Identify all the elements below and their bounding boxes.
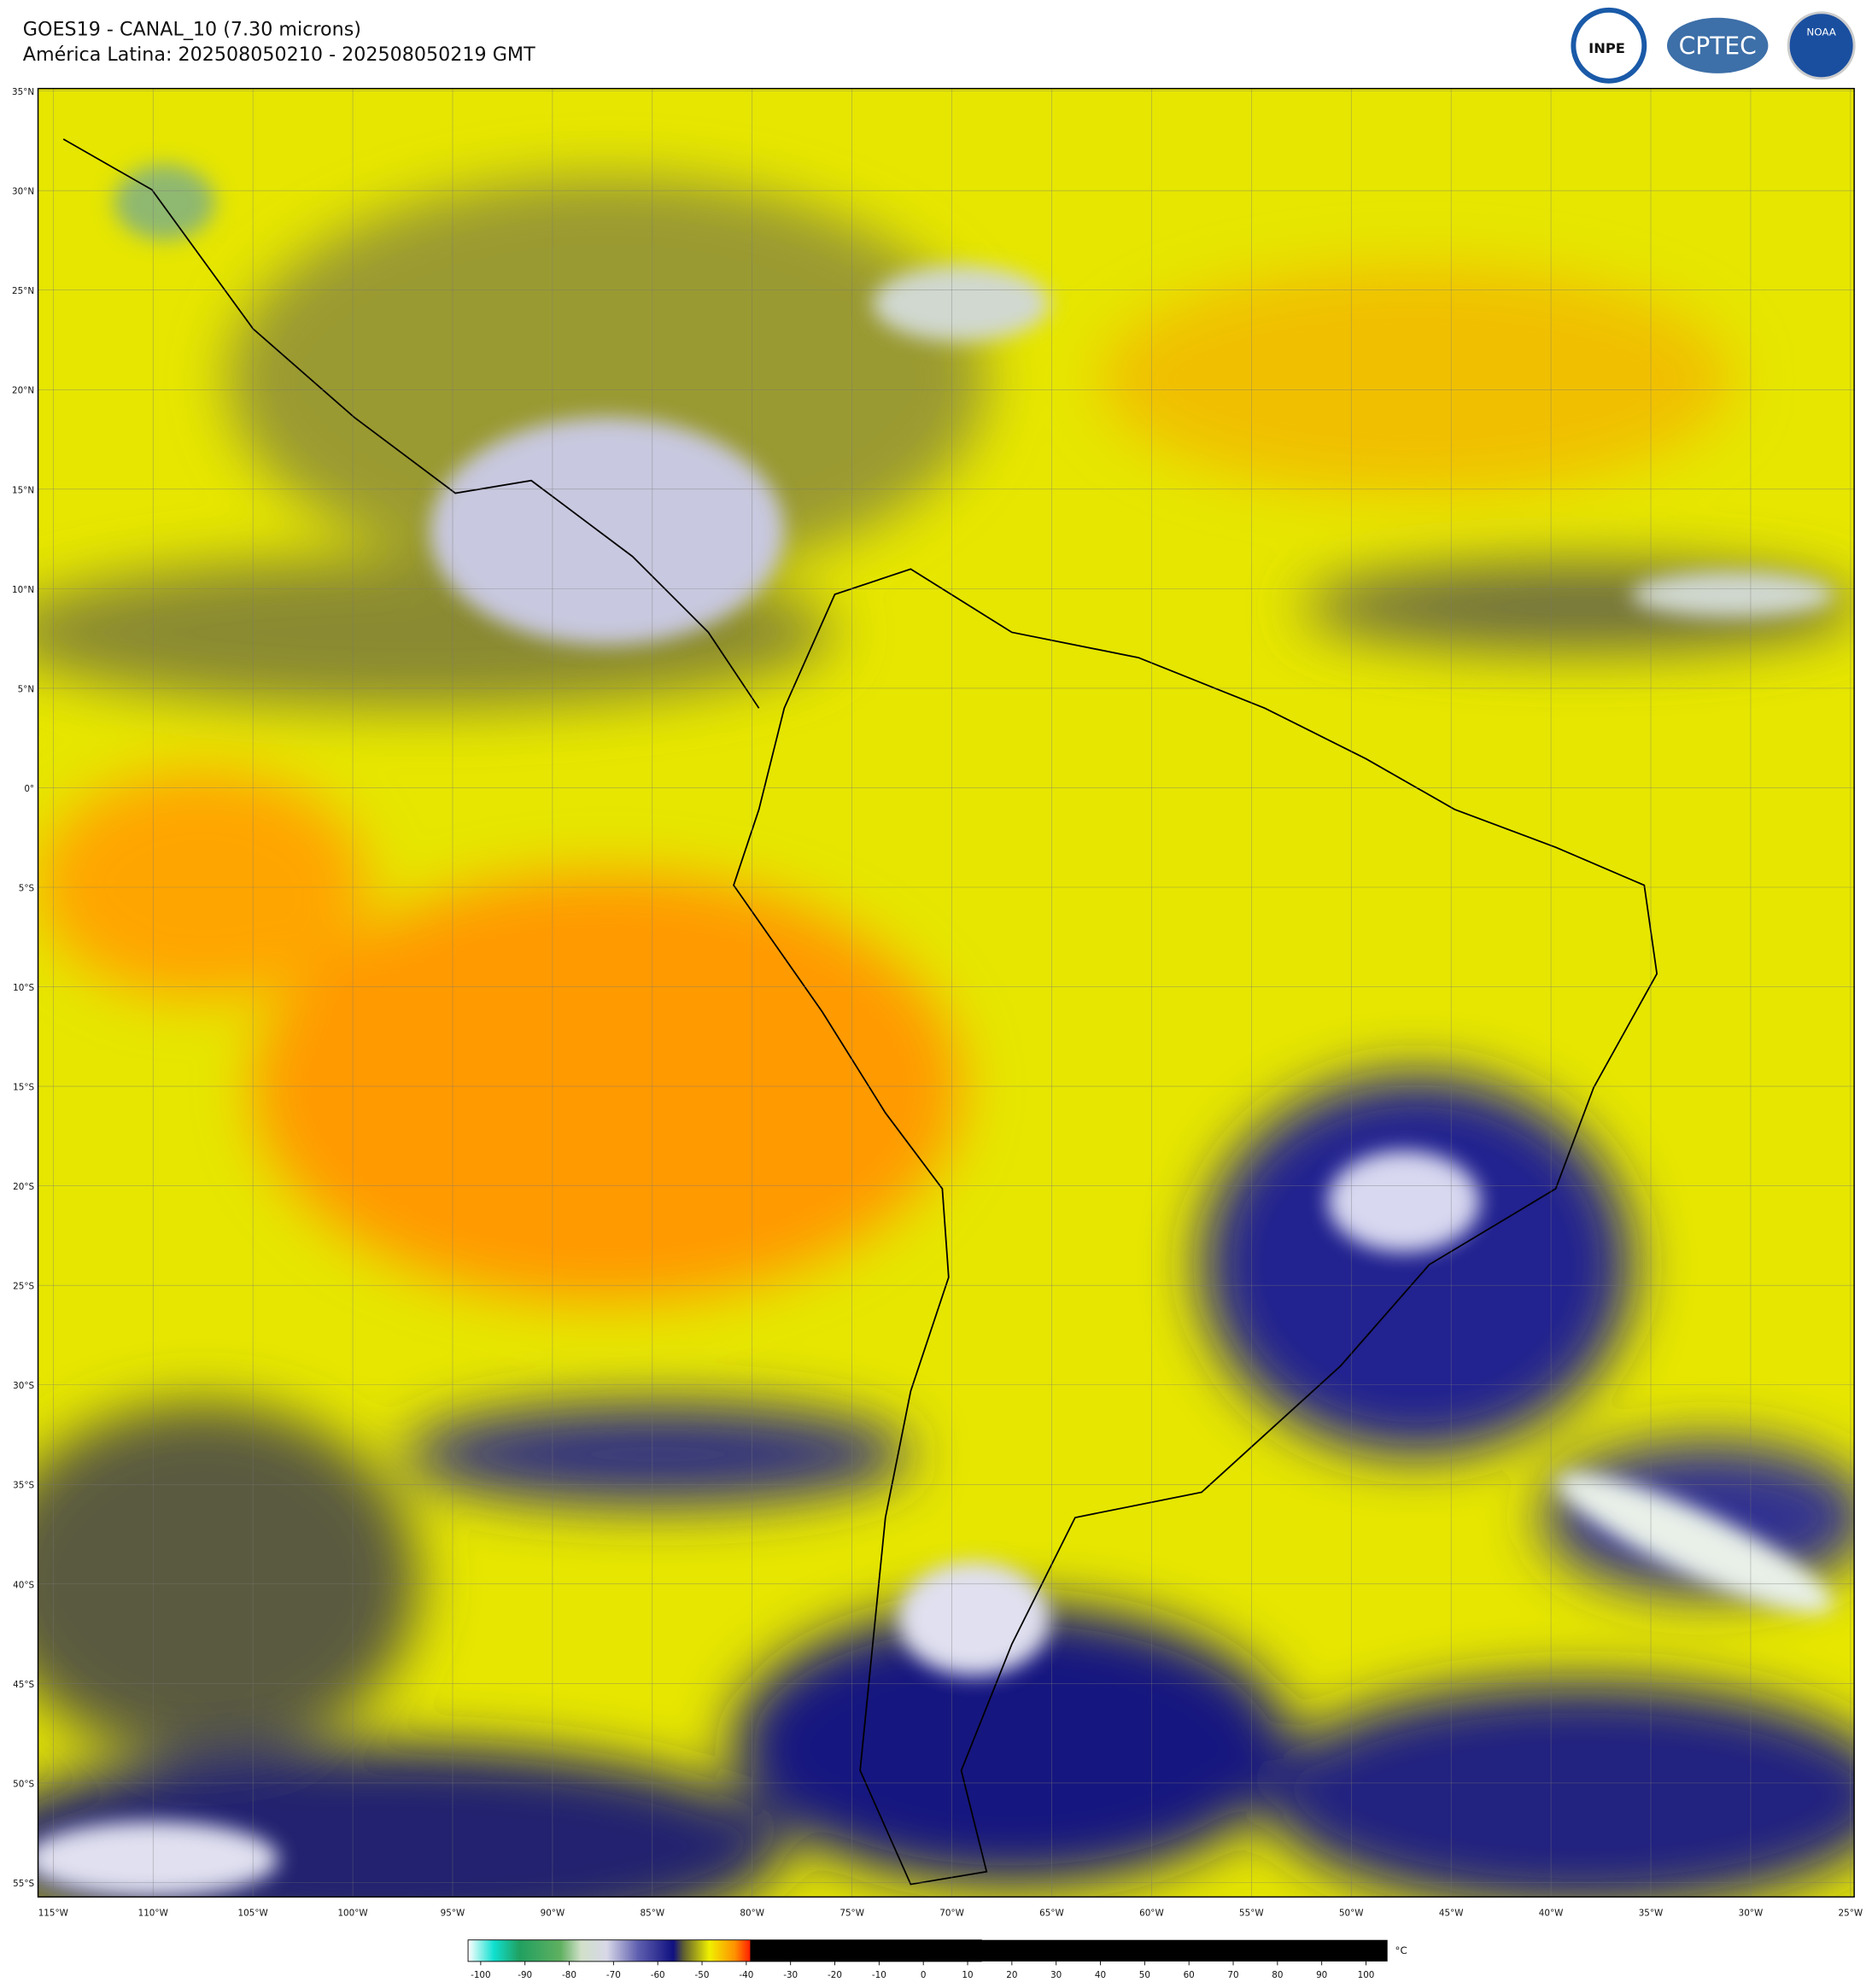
logo-text: NOAA <box>1806 26 1835 38</box>
lat-label: 45°S <box>13 1680 34 1690</box>
coastline <box>733 568 1658 1886</box>
cptec-logo <box>1666 17 1769 73</box>
coastline <box>62 138 760 709</box>
colorbar-tick-label: 70 <box>1227 1970 1238 1980</box>
colorbar-unit: °C <box>1395 1944 1407 1956</box>
colorbar-tick-label: 60 <box>1184 1970 1195 1980</box>
lon-label: 85°W <box>641 1909 665 1919</box>
lon-label: 45°W <box>1439 1909 1464 1919</box>
colorbar-tick-label: 20 <box>1006 1970 1017 1980</box>
lon-label: 75°W <box>839 1909 864 1919</box>
lat-label: 10°N <box>12 585 34 595</box>
lat-label: 30°N <box>12 187 34 197</box>
lon-label: 35°W <box>1639 1909 1664 1919</box>
lat-label: 25°S <box>13 1282 34 1292</box>
lat-label: 15°S <box>13 1083 34 1093</box>
lat-label: 30°S <box>13 1381 34 1391</box>
colorbar-tick-label: 10 <box>962 1970 973 1980</box>
colorbar-tick-label: -20 <box>828 1970 842 1980</box>
colorbar <box>467 1939 982 1962</box>
lat-label: 50°S <box>13 1779 34 1789</box>
colorbar-tick-label: 40 <box>1095 1970 1106 1980</box>
lat-label: 5°S <box>19 883 34 893</box>
lat-label: 25°N <box>12 286 34 296</box>
colorbar-tick-label: 30 <box>1050 1970 1062 1980</box>
colorbar-tick-label: 80 <box>1272 1970 1283 1980</box>
lat-label: 35°S <box>13 1481 34 1491</box>
colorbar-tick-label: 50 <box>1139 1970 1150 1980</box>
colorbar-tick-label: -70 <box>606 1970 621 1980</box>
lon-label: 50°W <box>1339 1909 1364 1919</box>
lat-label: 20°S <box>13 1182 34 1192</box>
lat-label: 20°N <box>12 386 34 396</box>
logos: INPE CPTEC NOAA <box>1571 7 1856 84</box>
lon-label: 110°W <box>138 1909 168 1919</box>
colorbar-tick-label: -90 <box>518 1970 532 1980</box>
colorbar-tick-label: 0 <box>921 1970 927 1980</box>
lon-label: 90°W <box>541 1909 565 1919</box>
lon-label: 100°W <box>337 1909 367 1919</box>
colorbar-tick-label: -50 <box>695 1970 710 1980</box>
lat-label: 10°S <box>13 983 34 993</box>
colorbar-tick-label: 100 <box>1358 1970 1375 1980</box>
lat-label: 5°N <box>18 684 35 694</box>
axis-labels: 35°N 30°N 25°N 20°N 15°N 10°N 5°N 0° 5°S 10°S 15°S… <box>12 87 1863 1919</box>
logo-text: INPE <box>1588 40 1625 56</box>
colorbar-tick-label: -40 <box>739 1970 753 1980</box>
colorbar <box>981 1939 1388 1962</box>
lon-label: 80°W <box>740 1909 764 1919</box>
lat-label: 15°N <box>12 485 34 495</box>
graticule <box>38 88 1855 1897</box>
colorbar-ticks: -100 -90 -80 -70 -60 -50 -40 -30 -20 -10 0 10 20 30 40… <box>471 1961 1375 1980</box>
lon-label: 65°W <box>1039 1909 1064 1919</box>
lat-label: 40°S <box>13 1580 34 1590</box>
lon-label: 60°W <box>1139 1909 1164 1919</box>
subtitle: América Latina: 202508050210 - 202508050… <box>23 44 535 66</box>
colorbar-tick-label: 90 <box>1316 1970 1327 1980</box>
imagery <box>38 88 1855 1897</box>
lon-label: 105°W <box>238 1909 268 1919</box>
colorbar-tick-label: -100 <box>471 1970 491 1980</box>
noaa-logo <box>1787 11 1856 80</box>
lon-label: 40°W <box>1539 1909 1564 1919</box>
lon-label: 115°W <box>38 1909 68 1919</box>
inpe-logo <box>1571 7 1647 84</box>
colorbar-tick-label: -80 <box>562 1970 576 1980</box>
lon-label: 55°W <box>1239 1909 1264 1919</box>
lon-label: 95°W <box>441 1909 465 1919</box>
colorbar-tick-label: -60 <box>651 1970 665 1980</box>
lat-label: 0° <box>24 784 34 794</box>
lon-label: 30°W <box>1739 1909 1764 1919</box>
logo-text: CPTEC <box>1679 32 1757 61</box>
title: GOES19 - CANAL_10 (7.30 microns) <box>23 18 361 40</box>
colorbar-tick-label: -30 <box>783 1970 798 1980</box>
colorbar-tick-label: -10 <box>872 1970 886 1980</box>
lat-label: 55°S <box>13 1879 34 1889</box>
map-frame <box>37 87 1855 1898</box>
lat-label: 35°N <box>12 87 34 97</box>
lon-label: 25°W <box>1839 1909 1863 1919</box>
lon-label: 70°W <box>939 1909 964 1919</box>
